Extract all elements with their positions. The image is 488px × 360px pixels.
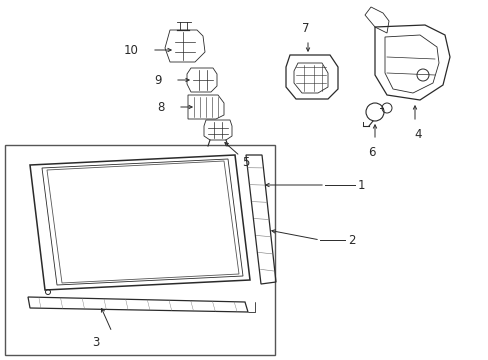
Text: 7: 7: [302, 22, 309, 35]
Bar: [5, 145, 274, 355]
Text: 1: 1: [357, 179, 365, 192]
Text: 9: 9: [154, 73, 162, 86]
Text: 6: 6: [367, 146, 375, 159]
Text: 3: 3: [92, 336, 100, 348]
Text: 8: 8: [157, 100, 164, 113]
Text: 4: 4: [413, 128, 421, 141]
Text: 5: 5: [242, 156, 249, 168]
Text: 10: 10: [124, 44, 139, 57]
Text: 2: 2: [347, 234, 355, 247]
